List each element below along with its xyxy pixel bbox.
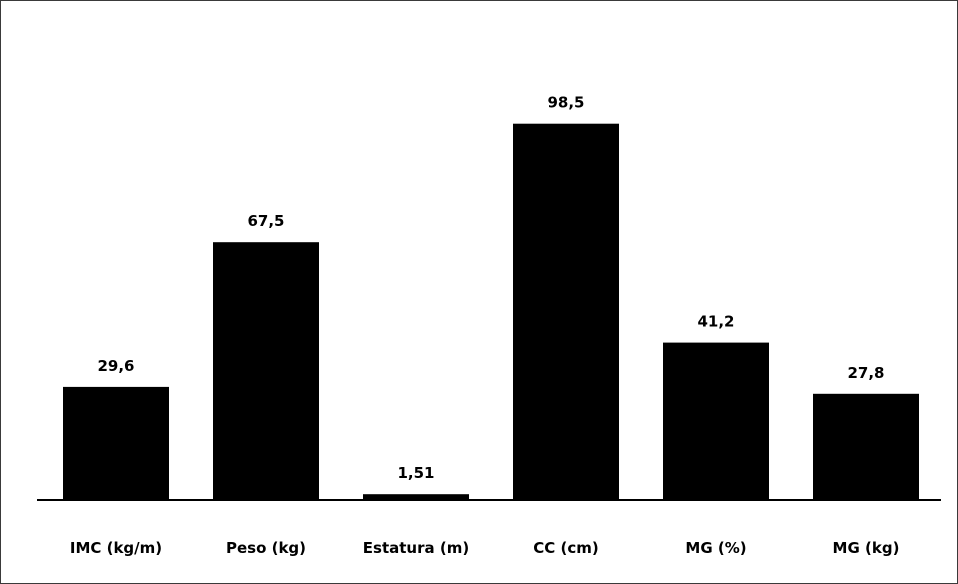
value-labels-layer: 29,6 67,5 1,51 98,5 41,2 27,8 (97, 94, 884, 483)
value-label-4: 41,2 (697, 313, 734, 331)
value-label-0: 29,6 (97, 357, 134, 375)
bar-5 (813, 393, 919, 500)
category-label-5: MG (kg) (833, 539, 900, 557)
bar-0 (63, 386, 169, 500)
category-label-1: Peso (kg) (226, 539, 306, 557)
bars-layer (63, 123, 919, 500)
category-labels-layer: IMC (kg/m) Peso (kg) Estatura (m) CC (cm) MG… (70, 539, 900, 557)
category-label-2: Estatura (m) (363, 539, 469, 557)
value-label-5: 27,8 (847, 364, 884, 382)
value-label-1: 67,5 (247, 212, 284, 230)
bar-1 (213, 242, 319, 500)
bar-3 (513, 123, 619, 500)
value-label-3: 98,5 (547, 94, 584, 112)
value-label-2: 1,51 (397, 464, 434, 482)
bar-4 (663, 342, 769, 500)
category-label-0: IMC (kg/m) (70, 539, 162, 557)
category-label-4: MG (%) (685, 539, 746, 557)
category-label-3: CC (cm) (533, 539, 598, 557)
bar-2 (363, 494, 469, 500)
